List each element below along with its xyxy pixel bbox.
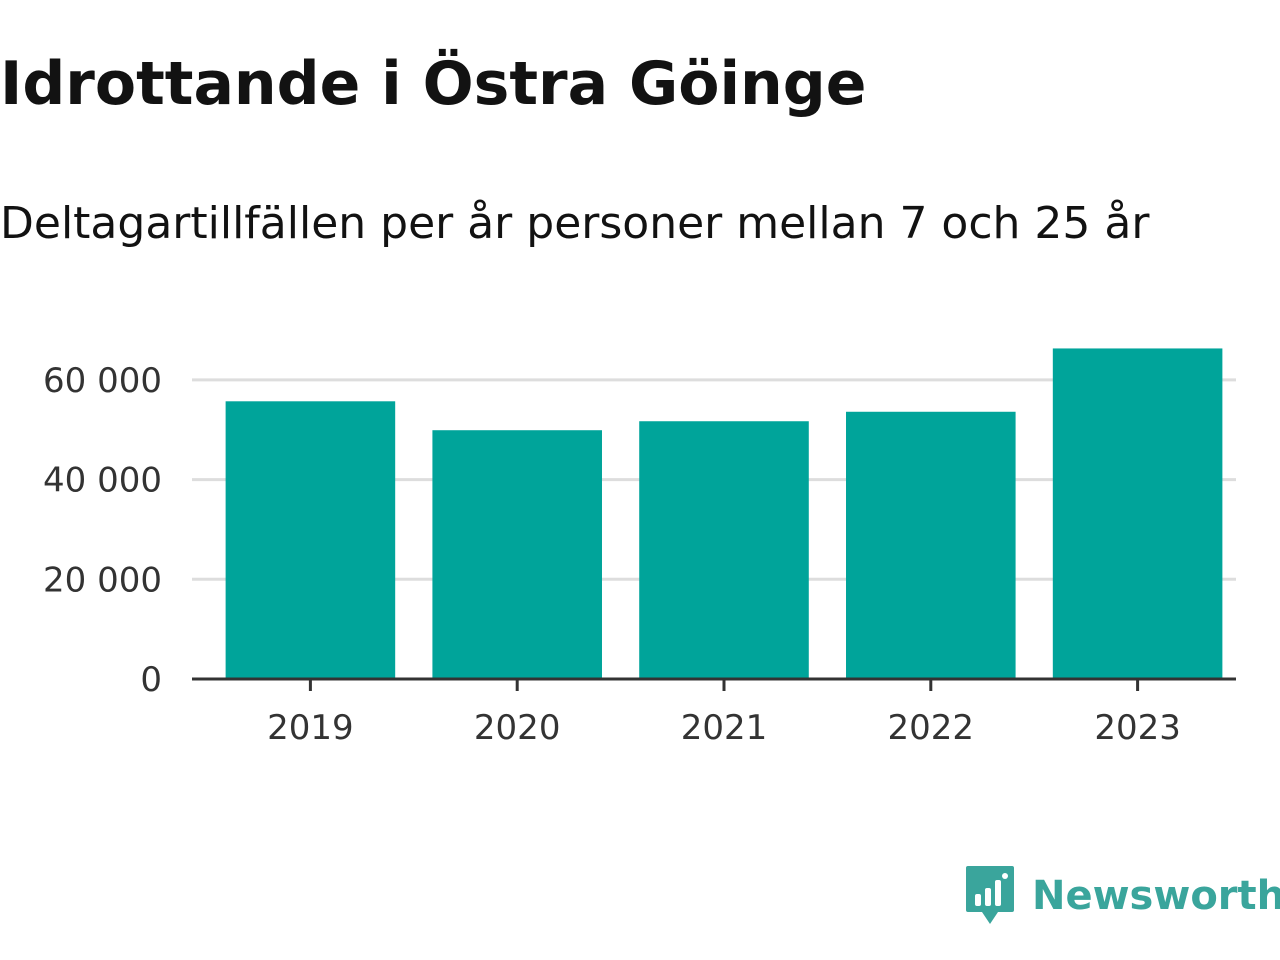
bar-2019 — [225, 401, 396, 679]
bar-2020 — [432, 430, 602, 679]
newsworthy-logo-icon — [966, 866, 1014, 924]
chart-title: Idrottande i Östra Göinge — [0, 49, 867, 119]
y-tick-label: 60 000 — [43, 361, 162, 401]
bar-2023 — [1052, 348, 1223, 679]
x-tick-label: 2022 — [888, 708, 975, 748]
bar-2022 — [846, 411, 1016, 679]
x-tick-label: 2021 — [681, 708, 768, 748]
brand-name: Newsworthy — [1032, 873, 1280, 919]
x-tick-label: 2020 — [474, 708, 561, 748]
chart-subtitle: Deltagartillfällen per år personer mella… — [0, 198, 1150, 249]
x-tick-label: 2019 — [267, 708, 354, 748]
bar-2021 — [639, 421, 809, 679]
y-tick-label: 40 000 — [43, 461, 162, 501]
y-tick-label: 20 000 — [43, 560, 162, 600]
x-tick-label: 2023 — [1094, 708, 1181, 748]
newsworthy-logo: Newsworthy — [964, 864, 1280, 928]
y-tick-label: 0 — [140, 660, 162, 700]
